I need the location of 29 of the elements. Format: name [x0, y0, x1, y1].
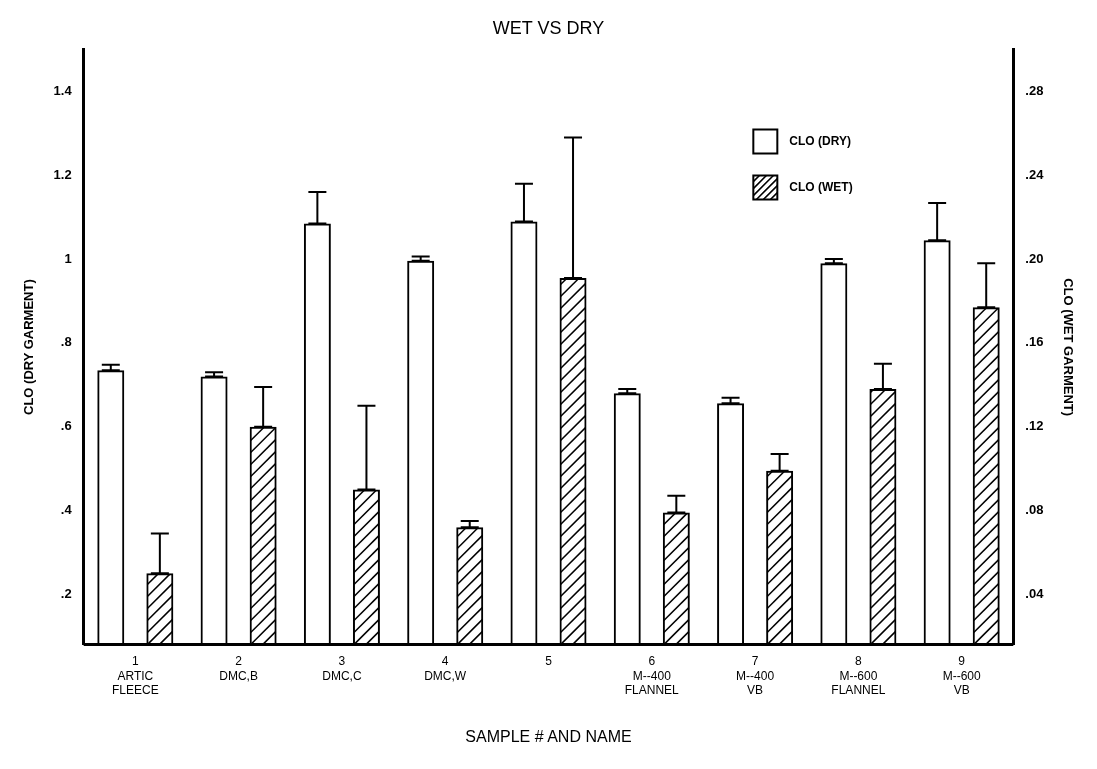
- legend-label: CLO (WET): [789, 179, 853, 194]
- y2-axis-title: CLO (WET GARMENT): [1060, 278, 1076, 417]
- y-tick-label: .4: [60, 502, 73, 518]
- y-axis-title: CLO (DRY GARMENT): [21, 279, 37, 415]
- x-tick-label: 6 M--400 FLANNEL: [624, 654, 680, 697]
- y-tick-label: 1.4: [53, 83, 73, 99]
- y2-tick-label: .20: [1025, 250, 1044, 266]
- x-tick-label: 3 DMC,C: [322, 654, 362, 683]
- y2-tick-label: .08: [1025, 502, 1044, 518]
- y2-tick-label: .16: [1025, 334, 1044, 350]
- chart-title: WET VS DRY: [492, 17, 605, 38]
- y-tick-label: 1: [64, 250, 72, 266]
- x-tick-label: 9 M--600 VB: [942, 654, 982, 697]
- x-tick-label: 1 ARTIC FLEECE: [111, 654, 159, 697]
- x-axis-title: SAMPLE # AND NAME: [465, 727, 632, 745]
- x-tick-label: 7 M--400 VB: [736, 654, 775, 697]
- x-tick-label: 2 DMC,B: [219, 654, 258, 683]
- y2-tick-label: .12: [1025, 418, 1044, 434]
- x-tick-label: 4 DMC,W: [424, 654, 467, 683]
- y-tick-label: .6: [60, 418, 72, 434]
- x-tick-label: 8 M--600 FLANNEL: [831, 654, 886, 697]
- y-tick-label: .2: [60, 585, 72, 601]
- x-tick-label: 5: [545, 654, 553, 669]
- y2-tick-label: .28: [1025, 83, 1044, 99]
- legend-label: CLO (DRY): [789, 133, 851, 148]
- y-tick-label: .8: [60, 334, 72, 350]
- y-tick-label: 1.2: [53, 166, 72, 182]
- y2-tick-label: .24: [1025, 166, 1045, 182]
- y2-tick-label: .04: [1025, 585, 1045, 601]
